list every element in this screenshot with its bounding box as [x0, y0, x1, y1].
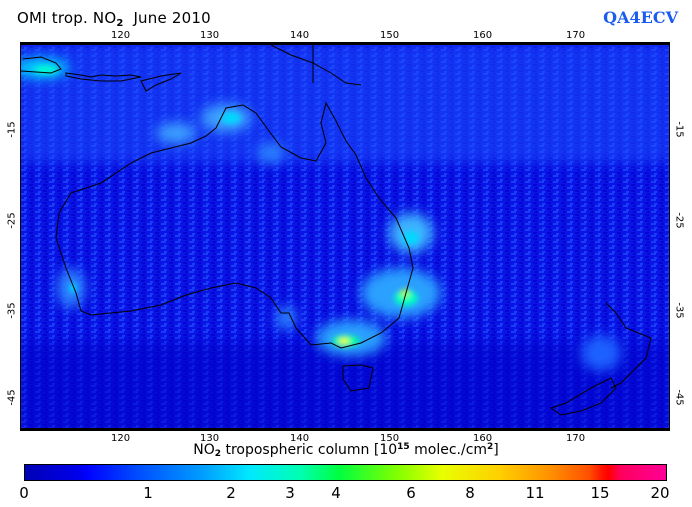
frame-bottom-bar	[20, 428, 670, 431]
lat-tick-left: -15	[6, 121, 18, 138]
lat-tick-right: -45	[673, 389, 685, 406]
lon-tick-bottom: 170	[566, 433, 586, 444]
colorbar-tick: 3	[285, 484, 295, 502]
lon-tick-top: 120	[111, 30, 131, 41]
colorbar	[24, 464, 667, 481]
colorbar-title: NO2 tropospheric column [1015 molec./cm2…	[193, 442, 499, 459]
lon-tick-top: 130	[200, 30, 220, 41]
lat-tick-left: -45	[6, 389, 18, 406]
no2-map	[20, 42, 670, 431]
lat-tick-right: -25	[673, 212, 685, 229]
lon-tick-bottom: 130	[200, 433, 220, 444]
colorbar-tick: 1	[143, 484, 153, 502]
chart-title: OMI trop. NO2 June 2010	[17, 9, 211, 29]
lon-tick-top: 150	[380, 30, 400, 41]
brand-label: QA4ECV	[603, 8, 678, 27]
colorbar-tick: 15	[590, 484, 610, 502]
colorbar-tick: 6	[406, 484, 416, 502]
lon-tick-top: 140	[290, 30, 310, 41]
coastline	[21, 44, 652, 416]
colorbar-tick: 2	[226, 484, 236, 502]
lon-tick-bottom: 120	[111, 433, 131, 444]
frame-top-bar	[20, 42, 670, 45]
colorbar-tick: 4	[331, 484, 341, 502]
lon-tick-bottom: 140	[290, 433, 310, 444]
lon-tick-bottom: 150	[380, 433, 400, 444]
lat-tick-right: -35	[673, 302, 685, 319]
lon-tick-bottom: 160	[473, 433, 493, 444]
lon-tick-top: 160	[473, 30, 493, 41]
lat-tick-left: -25	[6, 212, 18, 229]
colorbar-tick: 11	[525, 484, 545, 502]
colorbar-tick: 20	[650, 484, 670, 502]
lat-tick-right: -15	[673, 121, 685, 138]
colorbar-tick: 0	[19, 484, 29, 502]
lat-tick-left: -35	[6, 302, 18, 319]
map-canvas	[21, 43, 669, 430]
lon-tick-top: 170	[566, 30, 586, 41]
colorbar-tick: 8	[465, 484, 475, 502]
